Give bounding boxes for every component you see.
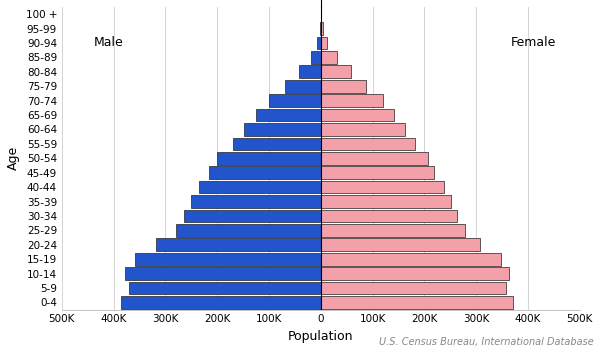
Text: Female: Female	[511, 36, 556, 49]
Bar	[256, 109, 321, 121]
Bar	[284, 80, 321, 92]
Bar	[321, 181, 444, 194]
Bar	[321, 296, 512, 309]
Bar	[320, 22, 321, 35]
Text: U.S. Census Bureau, International Database: U.S. Census Bureau, International Databa…	[379, 336, 594, 346]
Bar	[321, 224, 465, 237]
Bar	[209, 166, 321, 179]
Bar	[184, 210, 321, 222]
Bar	[233, 138, 321, 150]
Bar	[321, 166, 434, 179]
Bar	[321, 80, 367, 92]
X-axis label: Population: Population	[288, 330, 353, 343]
Bar	[121, 296, 321, 309]
Bar	[176, 224, 321, 237]
Bar	[321, 65, 351, 78]
Bar	[156, 238, 321, 251]
Bar	[321, 152, 428, 164]
Bar	[321, 123, 405, 136]
Bar	[321, 267, 509, 280]
Bar	[321, 282, 506, 294]
Bar	[125, 267, 321, 280]
Bar	[269, 94, 321, 107]
Bar	[317, 37, 321, 49]
Bar	[299, 65, 321, 78]
Bar	[321, 238, 481, 251]
Bar	[217, 152, 321, 164]
Bar	[321, 37, 327, 49]
Y-axis label: Age: Age	[7, 146, 20, 170]
Bar	[136, 253, 321, 266]
Bar	[199, 181, 321, 194]
Bar	[321, 51, 337, 64]
Bar	[321, 22, 323, 35]
Bar	[321, 195, 451, 208]
Bar	[321, 109, 394, 121]
Bar	[321, 210, 457, 222]
Text: Male: Male	[94, 36, 124, 49]
Bar	[321, 138, 415, 150]
Bar	[129, 282, 321, 294]
Bar	[244, 123, 321, 136]
Bar	[321, 253, 501, 266]
Bar	[191, 195, 321, 208]
Bar	[311, 51, 321, 64]
Bar	[321, 94, 383, 107]
